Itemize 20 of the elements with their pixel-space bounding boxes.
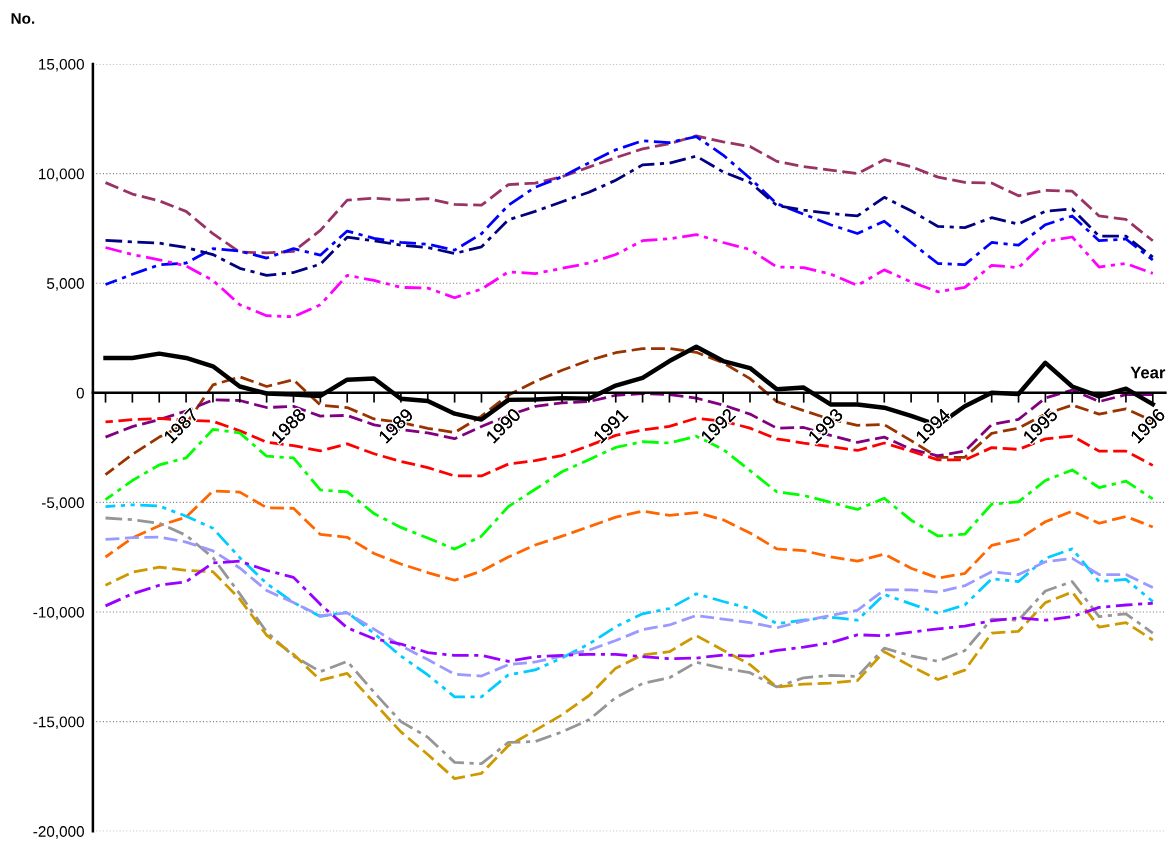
y-tick-label: -20,000 xyxy=(33,826,84,839)
line-series xyxy=(104,154,1155,277)
line-series xyxy=(104,134,1155,255)
line-series xyxy=(104,516,1155,766)
line-series xyxy=(104,559,1155,663)
y-tick-label: 5,000 xyxy=(46,278,84,291)
line-series xyxy=(104,535,1155,678)
line-series xyxy=(104,233,1155,319)
line-series xyxy=(104,135,1155,286)
line-series xyxy=(104,565,1155,780)
y-tick-label: 15,000 xyxy=(39,58,84,72)
y-tick-label: 0 xyxy=(76,387,84,399)
line-series xyxy=(104,503,1155,699)
y-tick-label: 10,000 xyxy=(39,168,84,182)
y-tick-label: -10,000 xyxy=(33,606,84,620)
line-series xyxy=(104,489,1155,582)
x-axis-title: Year xyxy=(1130,366,1166,379)
y-tick-label: -5,000 xyxy=(41,497,84,510)
y-axis-title: No. xyxy=(11,13,35,24)
y-tick-label: -15,000 xyxy=(33,716,84,730)
